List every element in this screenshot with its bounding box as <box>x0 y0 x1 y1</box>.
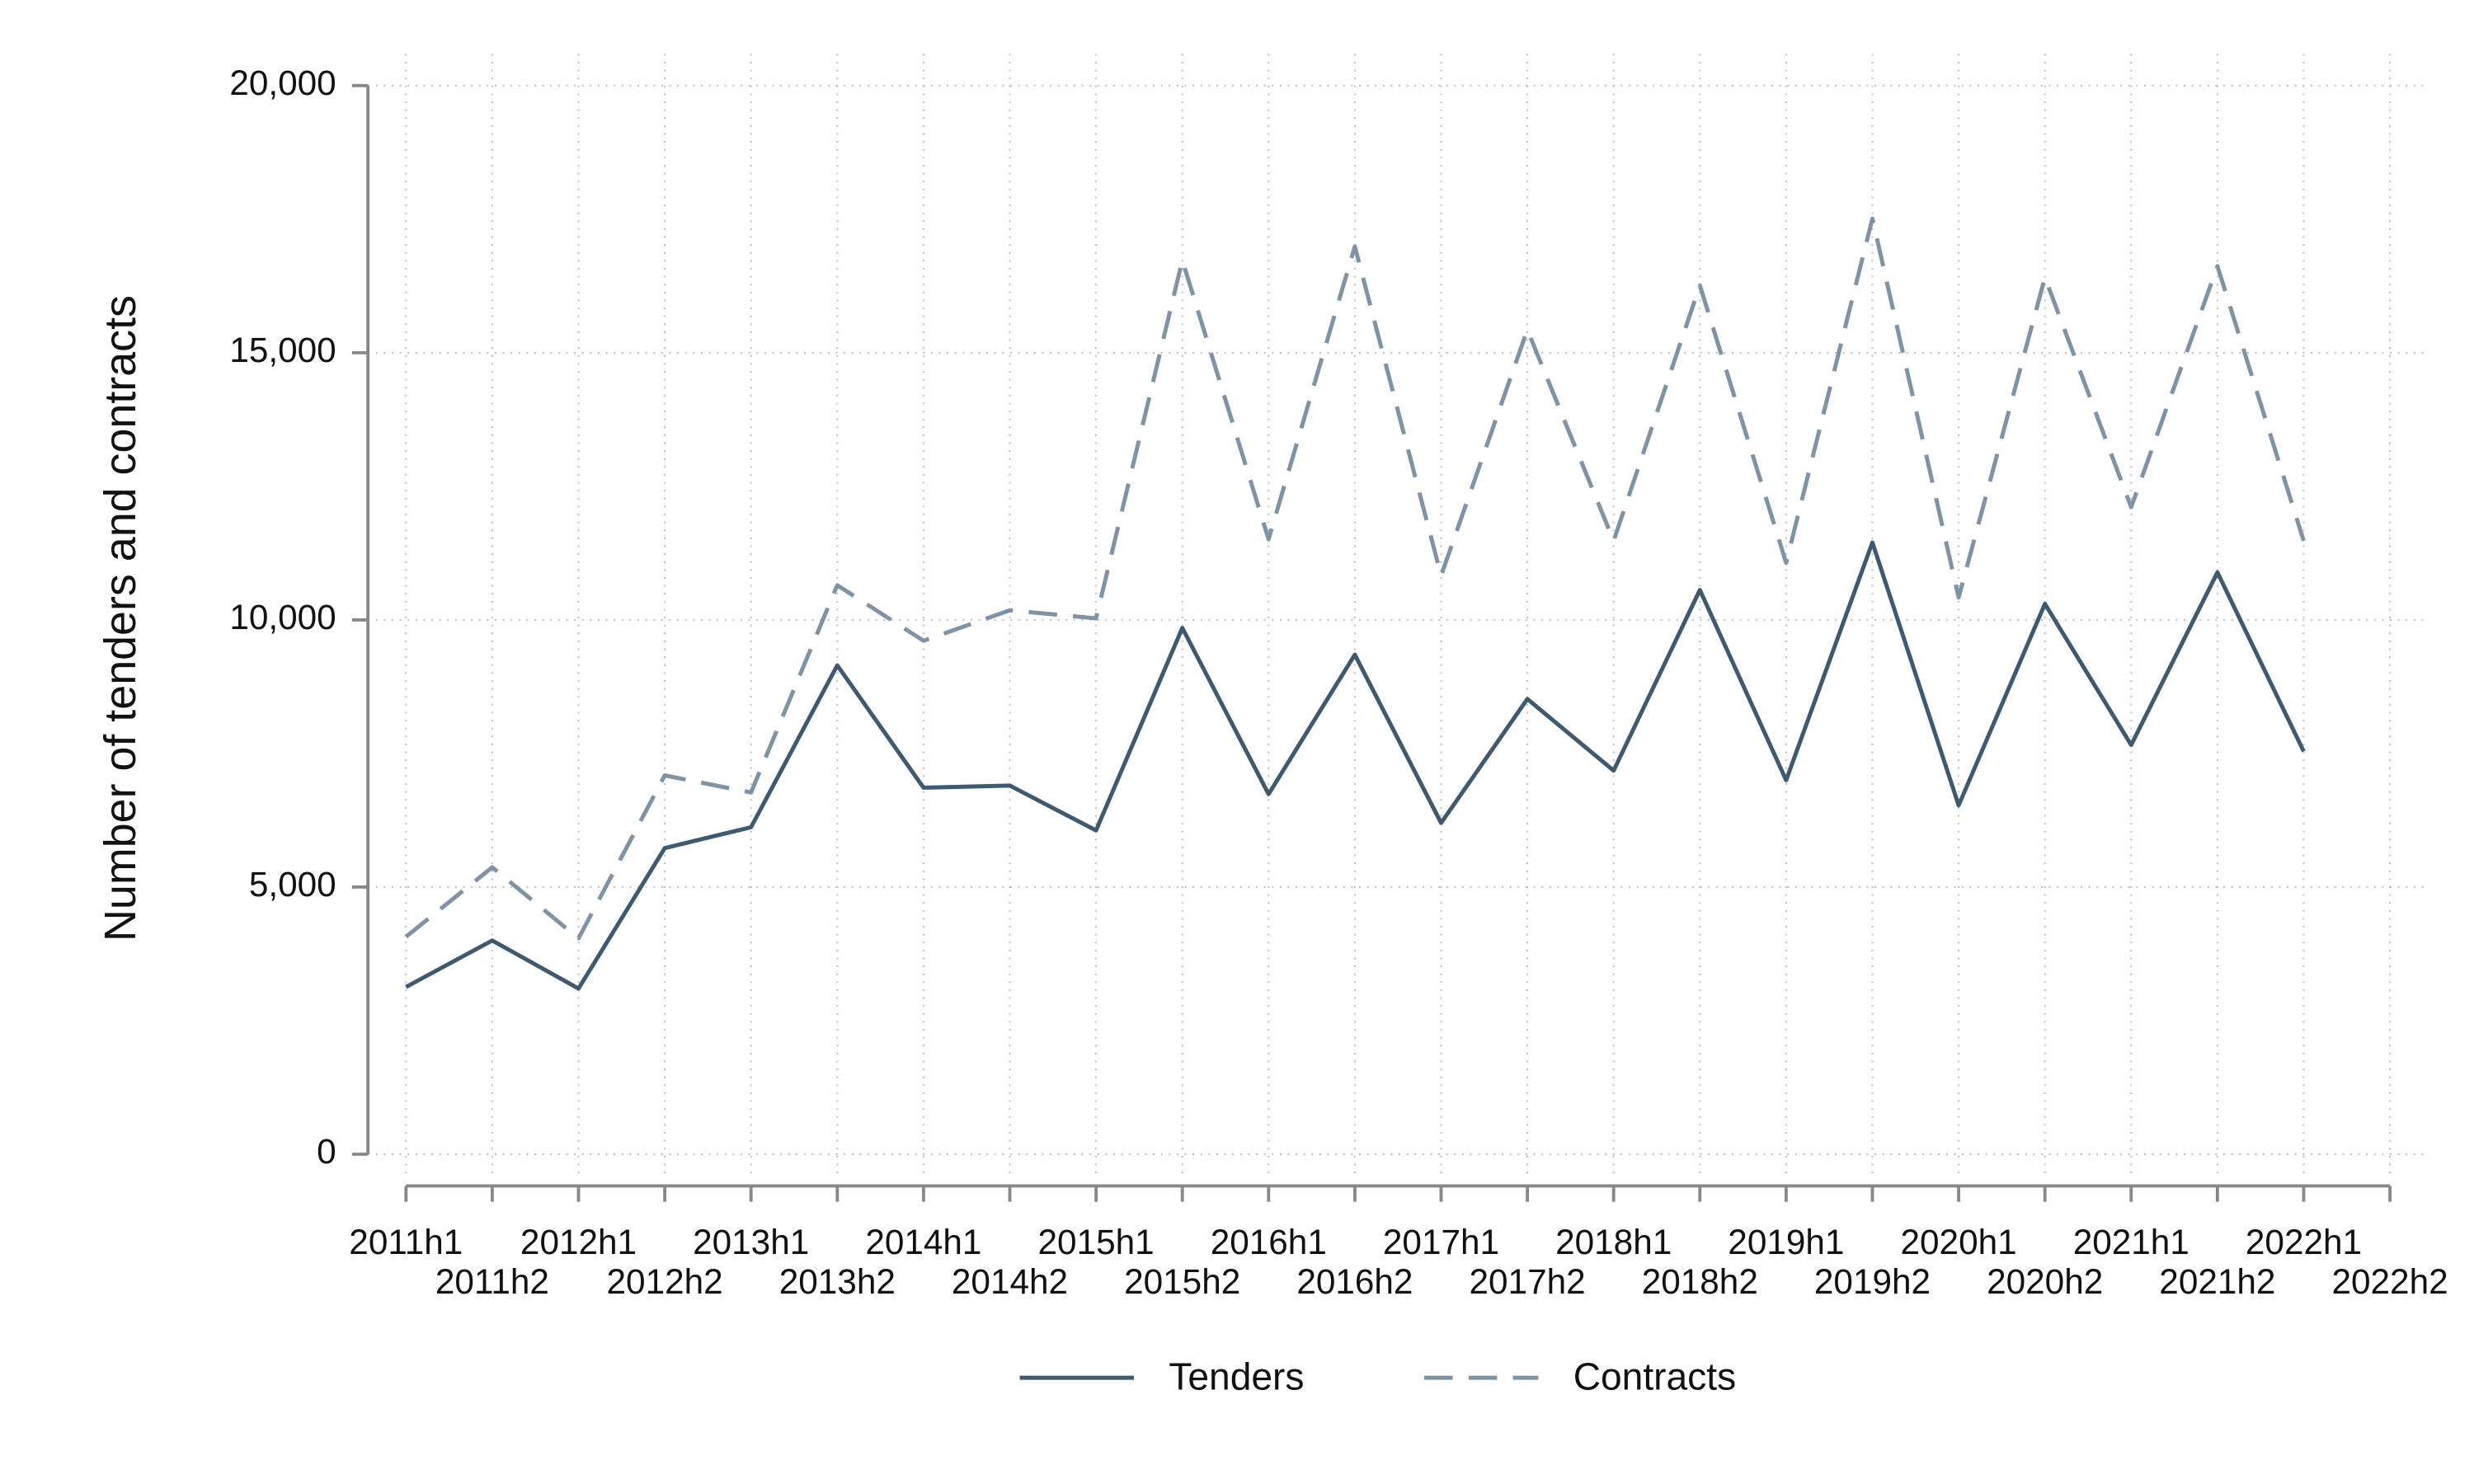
x-tick-label: 2013h2 <box>779 1262 896 1301</box>
x-tick-label: 2019h1 <box>1728 1223 1844 1261</box>
x-tick-label: 2016h2 <box>1296 1262 1413 1301</box>
x-tick-label: 2015h2 <box>1124 1262 1240 1301</box>
x-tick-label: 2018h1 <box>1555 1223 1672 1261</box>
x-tick-label: 2018h2 <box>1642 1262 1758 1301</box>
y-tick-label: 5,000 <box>249 865 336 904</box>
x-tick-label: 2022h1 <box>2246 1223 2362 1261</box>
x-tick-label: 2012h1 <box>520 1223 637 1261</box>
y-tick-label: 15,000 <box>229 331 336 369</box>
y-tick-label: 10,000 <box>229 598 336 636</box>
x-tick-label: 2012h2 <box>607 1262 723 1301</box>
x-tick-label: 2020h1 <box>1901 1223 2017 1261</box>
x-tick-label: 2011h2 <box>435 1262 549 1301</box>
x-tick-label: 2022h2 <box>2331 1262 2448 1301</box>
x-tick-label: 2015h1 <box>1038 1223 1155 1261</box>
x-tick-label: 2017h1 <box>1383 1223 1499 1261</box>
x-tick-label: 2017h2 <box>1470 1262 1586 1301</box>
legend-label: Tenders <box>1169 1355 1304 1397</box>
y-tick-label: 20,000 <box>229 63 336 102</box>
y-tick-label: 0 <box>317 1132 336 1171</box>
series-line <box>405 540 2306 991</box>
x-tick-label: 2011h1 <box>349 1223 463 1261</box>
x-tick-label: 2013h1 <box>693 1223 809 1261</box>
x-tick-label: 2021h2 <box>2159 1262 2275 1301</box>
legend-label: Contracts <box>1573 1355 1736 1397</box>
x-tick-label: 2014h2 <box>952 1262 1068 1301</box>
x-tick-label: 2014h1 <box>865 1223 981 1261</box>
series-line <box>404 216 2306 941</box>
y-axis-label: Number of tenders and contracts <box>96 295 145 942</box>
x-tick-label: 2016h1 <box>1211 1223 1327 1261</box>
x-tick-label: 2021h1 <box>2073 1223 2189 1261</box>
x-tick-label: 2019h2 <box>1814 1262 1931 1301</box>
x-tick-label: 2020h2 <box>1987 1262 2103 1301</box>
